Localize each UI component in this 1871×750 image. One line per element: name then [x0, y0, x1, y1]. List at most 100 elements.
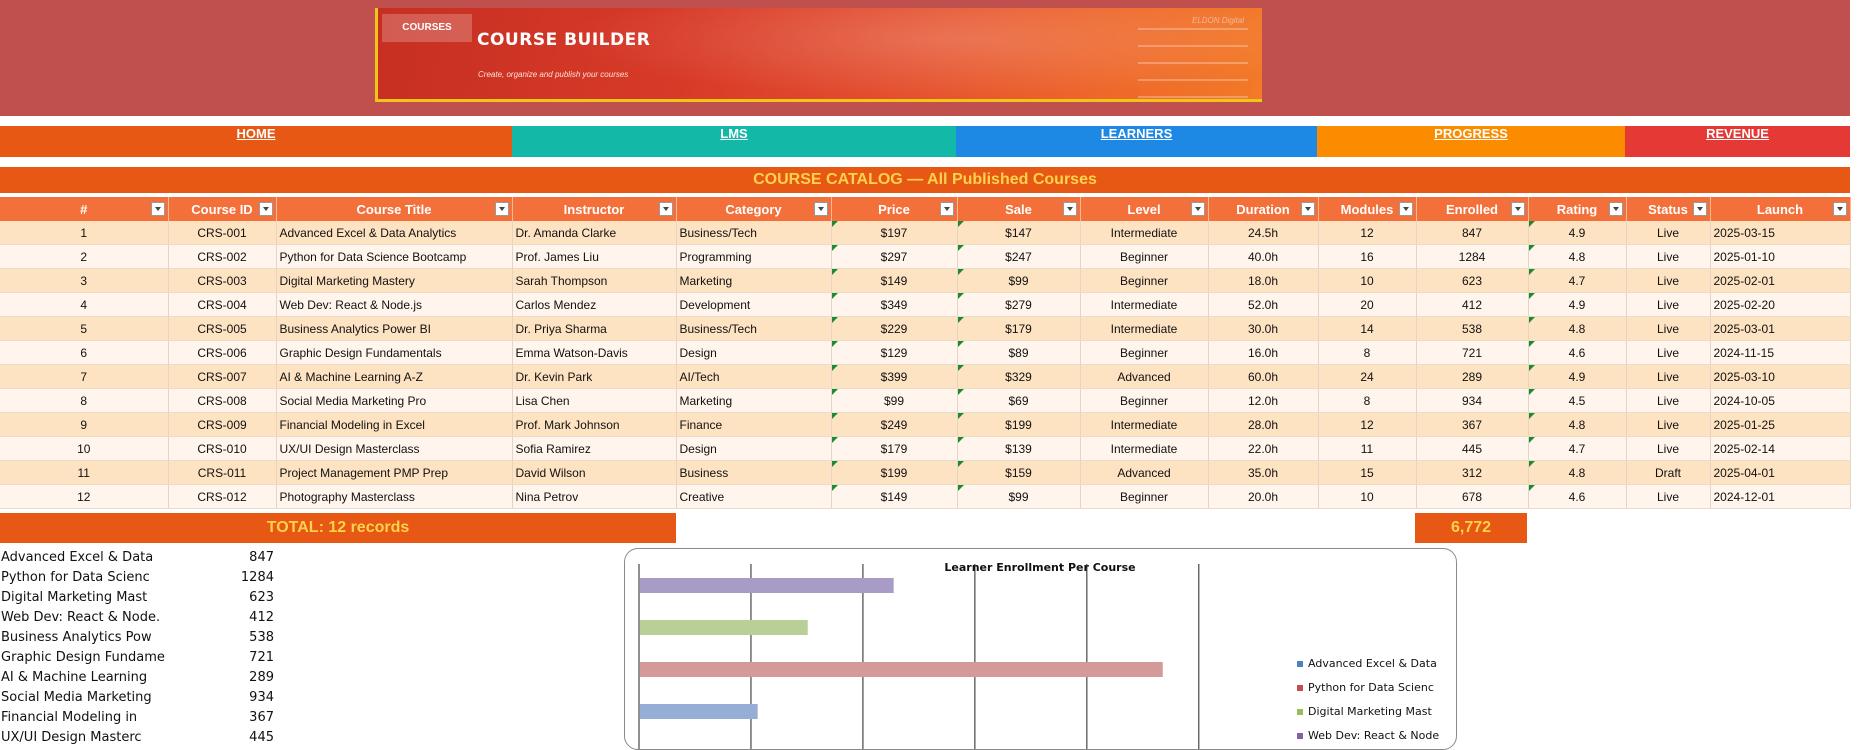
table-cell[interactable]: $229 — [831, 316, 958, 341]
filter-dropdown-icon[interactable] — [1832, 202, 1847, 216]
table-cell[interactable]: 15 — [1318, 460, 1417, 485]
table-cell[interactable]: 24.5h — [1208, 221, 1319, 245]
table-cell[interactable]: 30.0h — [1208, 316, 1319, 341]
table-cell[interactable]: $249 — [831, 412, 958, 437]
table-cell[interactable]: $179 — [957, 316, 1081, 341]
table-cell[interactable]: UX/UI Design Masterclass — [276, 436, 513, 461]
table-cell[interactable]: Business — [676, 460, 832, 485]
table-cell[interactable]: 4.7 — [1528, 268, 1627, 293]
table-cell[interactable]: $129 — [831, 340, 958, 365]
table-cell[interactable]: $147 — [957, 221, 1081, 245]
table-cell[interactable]: 8 — [0, 388, 169, 413]
nav-learners[interactable]: LEARNERS — [956, 126, 1317, 157]
table-cell[interactable]: 5 — [0, 316, 169, 341]
table-row[interactable]: 12 CRS-012 Photography Masterclass Nina Pet… — [0, 484, 1851, 509]
table-cell[interactable]: Intermediate — [1080, 221, 1209, 245]
list-item[interactable]: Social Media Marketing 934 — [1, 690, 281, 710]
table-cell[interactable]: 3 — [0, 268, 169, 293]
table-cell[interactable]: Graphic Design Fundamentals — [276, 340, 513, 365]
table-row[interactable]: 11 CRS-011 Project Management PMP Prep Davi… — [0, 460, 1851, 485]
table-cell[interactable]: 10 — [1318, 484, 1417, 509]
table-cell[interactable]: Live — [1626, 221, 1711, 245]
table-cell[interactable]: 16 — [1318, 244, 1417, 269]
table-cell[interactable]: Programming — [676, 244, 832, 269]
table-cell[interactable]: 538 — [1416, 316, 1529, 341]
table-cell[interactable]: 445 — [1416, 436, 1529, 461]
table-cell[interactable]: Live — [1626, 292, 1711, 317]
table-cell[interactable]: 4.9 — [1528, 292, 1627, 317]
table-cell[interactable]: 2025-02-01 — [1710, 268, 1851, 293]
table-cell[interactable]: Business Analytics Power BI — [276, 316, 513, 341]
table-cell[interactable]: Marketing — [676, 388, 832, 413]
table-cell[interactable]: Live — [1626, 340, 1711, 365]
table-cell[interactable]: 4.9 — [1528, 364, 1627, 389]
list-item[interactable]: UX/UI Design Masterc 445 — [1, 730, 281, 750]
list-item[interactable]: Business Analytics Pow 538 — [1, 630, 281, 650]
table-cell[interactable]: Sofia Ramirez — [512, 436, 677, 461]
table-cell[interactable]: Nina Petrov — [512, 484, 677, 509]
table-cell[interactable]: Beginner — [1080, 388, 1209, 413]
table-cell[interactable]: 10 — [1318, 268, 1417, 293]
table-cell[interactable]: 4.6 — [1528, 340, 1627, 365]
filter-dropdown-icon[interactable] — [1398, 202, 1413, 216]
table-cell[interactable]: Python for Data Science Bootcamp — [276, 244, 513, 269]
table-cell[interactable]: 4.8 — [1528, 316, 1627, 341]
table-cell[interactable]: CRS-009 — [168, 412, 277, 437]
filter-dropdown-icon[interactable] — [494, 202, 509, 216]
table-cell[interactable]: $279 — [957, 292, 1081, 317]
table-cell[interactable]: $69 — [957, 388, 1081, 413]
table-cell[interactable]: 24 — [1318, 364, 1417, 389]
table-cell[interactable]: $99 — [831, 388, 958, 413]
table-row[interactable]: 7 CRS-007 AI & Machine Learning A-Z Dr. Kev… — [0, 364, 1851, 389]
table-cell[interactable]: Finance — [676, 412, 832, 437]
table-cell[interactable]: $247 — [957, 244, 1081, 269]
filter-dropdown-icon[interactable] — [1692, 202, 1707, 216]
table-cell[interactable]: 312 — [1416, 460, 1529, 485]
table-cell[interactable]: 18.0h — [1208, 268, 1319, 293]
table-cell[interactable]: 678 — [1416, 484, 1529, 509]
nav-lms[interactable]: LMS — [512, 126, 956, 157]
table-cell[interactable]: 12.0h — [1208, 388, 1319, 413]
table-cell[interactable]: 20.0h — [1208, 484, 1319, 509]
table-cell[interactable]: 14 — [1318, 316, 1417, 341]
table-cell[interactable]: $99 — [957, 268, 1081, 293]
filter-dropdown-icon[interactable] — [1190, 202, 1205, 216]
table-cell[interactable]: 367 — [1416, 412, 1529, 437]
table-cell[interactable]: Dr. Kevin Park — [512, 364, 677, 389]
table-cell[interactable]: CRS-001 — [168, 221, 277, 245]
table-cell[interactable]: Beginner — [1080, 340, 1209, 365]
nav-home[interactable]: HOME — [0, 126, 512, 157]
table-cell[interactable]: 2025-03-01 — [1710, 316, 1851, 341]
enrollment-chart[interactable]: Learner Enrollment Per Course Advanced E… — [624, 548, 1457, 750]
table-cell[interactable]: 934 — [1416, 388, 1529, 413]
filter-dropdown-icon[interactable] — [258, 202, 273, 216]
filter-dropdown-icon[interactable] — [1300, 202, 1315, 216]
table-cell[interactable]: 721 — [1416, 340, 1529, 365]
table-cell[interactable]: 8 — [1318, 340, 1417, 365]
table-cell[interactable]: CRS-006 — [168, 340, 277, 365]
table-cell[interactable]: Digital Marketing Mastery — [276, 268, 513, 293]
table-cell[interactable]: CRS-012 — [168, 484, 277, 509]
table-row[interactable]: 1 CRS-001 Advanced Excel & Data Analytics D… — [0, 221, 1851, 245]
nav-progress-link[interactable]: PROGRESS — [1434, 126, 1508, 141]
table-cell[interactable]: 16.0h — [1208, 340, 1319, 365]
table-cell[interactable]: 28.0h — [1208, 412, 1319, 437]
table-cell[interactable]: Emma Watson-Davis — [512, 340, 677, 365]
table-cell[interactable]: $349 — [831, 292, 958, 317]
table-cell[interactable]: 2025-03-15 — [1710, 221, 1851, 245]
table-cell[interactable]: Beginner — [1080, 268, 1209, 293]
table-cell[interactable]: $199 — [831, 460, 958, 485]
nav-revenue-link[interactable]: REVENUE — [1706, 126, 1769, 141]
table-cell[interactable]: 52.0h — [1208, 292, 1319, 317]
table-row[interactable]: 10 CRS-010 UX/UI Design Masterclass Sofia R… — [0, 436, 1851, 461]
table-cell[interactable]: 22.0h — [1208, 436, 1319, 461]
list-item[interactable]: Web Dev: React & Node. 412 — [1, 610, 281, 630]
table-cell[interactable]: CRS-005 — [168, 316, 277, 341]
table-cell[interactable]: Business/Tech — [676, 316, 832, 341]
table-cell[interactable]: Live — [1626, 388, 1711, 413]
table-cell[interactable]: 4.8 — [1528, 244, 1627, 269]
table-cell[interactable]: Intermediate — [1080, 436, 1209, 461]
table-cell[interactable]: CRS-008 — [168, 388, 277, 413]
table-cell[interactable]: Live — [1626, 244, 1711, 269]
table-cell[interactable]: Creative — [676, 484, 832, 509]
